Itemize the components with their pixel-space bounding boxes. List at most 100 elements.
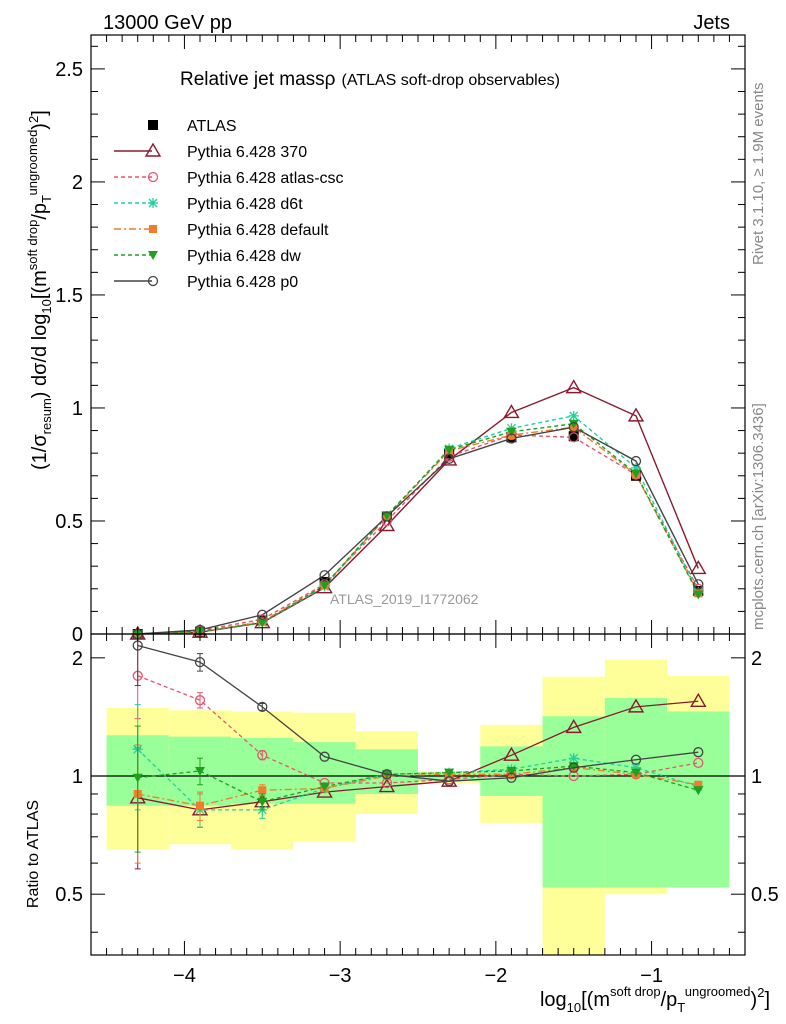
header-process: 13000 GeV pp	[103, 12, 232, 34]
ratio-point-pythia-6-428-default-1	[196, 801, 204, 810]
xtick-label-1: −3	[329, 965, 352, 987]
ratio-point-pythia-6-428-dw-8	[631, 768, 641, 778]
legend-label-pythia-6-428-dw: Pythia 6.428 dw	[187, 248, 301, 265]
legend-label-atlas: ATLAS	[187, 118, 237, 135]
main-point-pythia-6-428-370-9	[690, 560, 707, 575]
ratio-point-pythia-6-428-p0-5	[443, 776, 455, 787]
ratio-ytick-label-right-1: 1	[751, 766, 762, 788]
ratio-point-pythia-6-428-dw-0	[132, 773, 143, 783]
main-point-pythia-6-428-370-7	[565, 379, 582, 394]
rivet-version-label: Rivet 3.1.10, ≥ 1.9M events	[750, 83, 767, 266]
xtick-label-2: −2	[484, 965, 507, 987]
main-point-pythia-6-428-p0-5	[443, 453, 455, 464]
chart-title: Relative jet massρ (ATLAS soft-drop obser…	[180, 69, 560, 90]
ratio-point-pythia-6-428-370-8	[627, 698, 645, 713]
main-point-pythia-6-428-p0-3	[319, 570, 330, 581]
ratio-point-pythia-6-428-dw-1	[195, 766, 205, 776]
legend-label-pythia-6-428-p0: Pythia 6.428 p0	[187, 274, 298, 291]
legend-marker-pythia-6-428-dw	[148, 251, 158, 260]
main-point-pythia-6-428-dw-3	[319, 581, 330, 591]
legend-marker-pythia-6-428-d6t	[148, 198, 158, 208]
mcplots-label: mcplots.cern.ch [arXiv:1306.3436]	[750, 403, 767, 630]
ratio-point-pythia-6-428-p0-3	[319, 751, 330, 762]
main-point-pythia-6-428-p0-4	[381, 511, 393, 522]
main-point-pythia-6-428-d6t-7	[568, 410, 579, 421]
ratio-point-pythia-6-428-p0-8	[630, 754, 642, 765]
ratio-line-pythia-6-428-370	[137, 700, 699, 811]
legend-marker-pythia-6-428-default	[149, 225, 157, 233]
ratio-point-pythia-6-428-d6t-8	[631, 762, 641, 773]
main-ytick-label-2.5: 2.5	[55, 59, 83, 81]
ratio-point-pythia-6-428-dw-2	[257, 797, 268, 807]
main-point-pythia-6-428-d6t-8	[631, 462, 641, 473]
ratio-point-pythia-6-428-p0-6	[506, 772, 517, 783]
main-point-pythia-6-428-dw-8	[631, 469, 641, 479]
ratio-point-pythia-6-428-p0-2	[257, 701, 268, 713]
ratio-ytick-label-right-0.5: 0.5	[751, 884, 779, 906]
band-inner-8	[604, 698, 668, 888]
main-point-pythia-6-428-370-8	[627, 407, 645, 422]
ratio-point-pythia-6-428-atlas-csc-1	[194, 695, 206, 706]
main-point-pythia-6-428-dw-7	[568, 419, 579, 429]
ratio-ytick-label-right-2: 2	[751, 648, 762, 670]
main-ytick-label-1.5: 1.5	[55, 285, 83, 307]
main-point-pythia-6-428-dw-2	[257, 618, 268, 628]
ratio-point-pythia-6-428-default-9	[694, 780, 703, 789]
ratio-ytick-label-left-1: 1	[72, 766, 83, 788]
main-point-pythia-6-428-dw-6	[506, 427, 517, 437]
ratio-point-pythia-6-428-dw-9	[693, 786, 704, 796]
main-ytick-label-0.5: 0.5	[55, 511, 83, 533]
legend-label-pythia-6-428-d6t: Pythia 6.428 d6t	[187, 196, 303, 213]
legend-marker-atlas	[148, 120, 158, 130]
legend-marker-pythia-6-428-370	[144, 142, 162, 157]
ratio-line-pythia-6-428-default	[137, 767, 699, 807]
legend-marker-pythia-6-428-atlas-csc	[147, 171, 159, 183]
ratio-point-pythia-6-428-atlas-csc-2	[257, 750, 268, 761]
ratio-ytick-label-left-0.5: 0.5	[55, 884, 83, 906]
main-line-pythia-6-428-atlas-csc	[137, 434, 699, 635]
main-point-pythia-6-428-p0-2	[257, 609, 268, 620]
ratio-point-pythia-6-428-dw-6	[506, 766, 517, 776]
main-point-pythia-6-428-dw-9	[693, 590, 704, 600]
legend-label-pythia-6-428-atlas-csc: Pythia 6.428 atlas-csc	[187, 170, 344, 187]
ratio-point-pythia-6-428-370-7	[565, 718, 582, 734]
main-point-pythia-6-428-p0-7	[568, 422, 579, 433]
ratio-y-axis-label: Ratio to ATLAS	[25, 800, 42, 908]
band-inner-3	[293, 742, 356, 804]
band-inner-9	[667, 711, 730, 888]
main-point-atlas-7	[568, 431, 579, 442]
xtick-label-3: −1	[640, 965, 663, 987]
band-inner-7	[542, 716, 605, 888]
ratio-line-pythia-6-428-p0	[137, 644, 699, 782]
legend-label-pythia-6-428-370: Pythia 6.428 370	[187, 144, 307, 161]
ratio-ytick-label-left-2: 2	[72, 648, 83, 670]
main-ytick-label-0: 0	[72, 624, 83, 646]
main-line-pythia-6-428-p0	[137, 426, 699, 635]
main-line-pythia-6-428-dw	[137, 423, 699, 635]
header-category: Jets	[693, 12, 730, 34]
ratio-line-pythia-6-428-atlas-csc	[137, 675, 699, 784]
main-y-axis-label: (1/σresum) dσ/d log10[(msoft drop/pTungr…	[25, 110, 54, 470]
ratio-line-pythia-6-428-dw	[137, 765, 699, 803]
ratio-point-pythia-6-428-p0-4	[381, 769, 393, 780]
ratio-point-pythia-6-428-370-9	[690, 692, 707, 707]
main-point-pythia-6-428-p0-6	[506, 433, 517, 444]
legend-label-pythia-6-428-default: Pythia 6.428 default	[187, 222, 329, 239]
ratio-point-pythia-6-428-p0-1	[194, 656, 206, 668]
main-point-pythia-6-428-dw-5	[444, 445, 455, 455]
legend-marker-pythia-6-428-p0	[147, 275, 159, 287]
main-ytick-label-1: 1	[72, 398, 83, 420]
ratio-series-layer	[91, 634, 745, 870]
axes-layer: 0 0.5 1 1.5 2 2.5 0.5 0.5 1 1 2 2 −4 −3 −2 −1	[55, 34, 779, 987]
analysis-watermark: ATLAS_2019_I1772062	[330, 591, 479, 607]
legend: ATLAS Pythia 6.428 370 Pythia 6.428 atlas-…	[114, 118, 344, 291]
main-point-pythia-6-428-p0-9	[693, 579, 704, 590]
main-point-pythia-6-428-370-6	[503, 404, 520, 419]
ratio-point-pythia-6-428-dw-3	[319, 782, 330, 792]
ratio-point-pythia-6-428-d6t-7	[568, 753, 579, 764]
ratio-point-pythia-6-428-p0-9	[693, 747, 704, 758]
ratio-uncertainty-bands	[106, 659, 730, 955]
main-ytick-label-2: 2	[72, 172, 83, 194]
ratio-point-pythia-6-428-p0-7	[568, 762, 579, 773]
